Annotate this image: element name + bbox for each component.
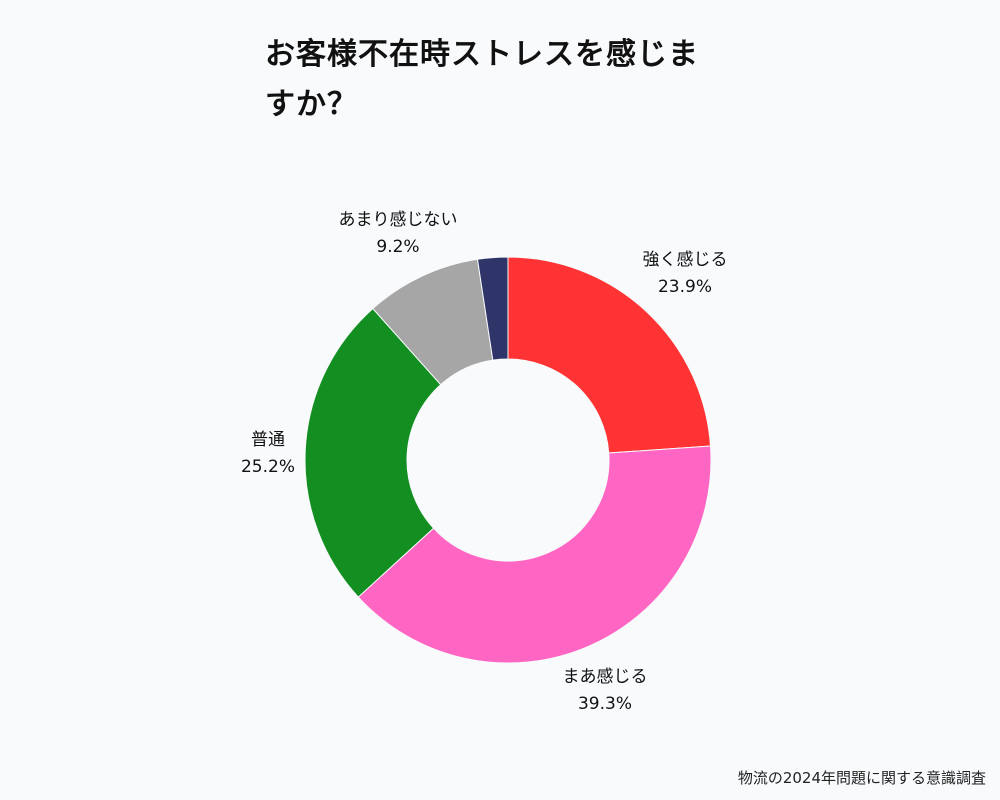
donut-slices <box>304 256 712 664</box>
slice-label-1: 強く感じる <box>643 250 728 270</box>
slice-value-1: 23.9% <box>658 277 712 297</box>
source-note: 物流の2024年問題に関する意識調査 <box>737 769 986 787</box>
donut-slice-2 <box>357 445 712 664</box>
slice-value-4: 9.2% <box>376 237 419 257</box>
donut-slice-3 <box>304 307 442 598</box>
slice-value-3: 25.2% <box>241 457 295 477</box>
donut-slice-1 <box>507 256 712 454</box>
donut-slice-5 <box>476 256 509 361</box>
slice-label-2: まあ感じる <box>563 667 648 687</box>
slice-labels: 強く感じる 23.9% まあ感じる 39.3% 普通 25.2% あまり感じない 9.2% <box>241 210 728 714</box>
slice-label-4: あまり感じない <box>339 210 458 230</box>
slice-label-3: 普通 <box>251 430 285 450</box>
chart-title: お客様不在時ストレスを感じま すか？ <box>265 37 699 122</box>
slice-value-2: 39.3% <box>578 694 632 714</box>
